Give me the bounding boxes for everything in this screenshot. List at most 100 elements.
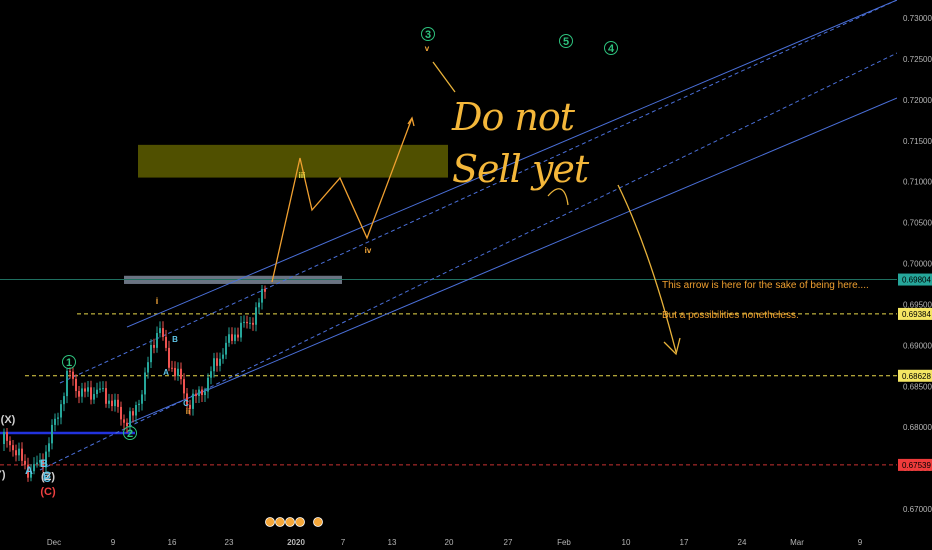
candle-body	[108, 400, 110, 404]
event-marker-icon	[313, 517, 323, 527]
candle-body	[90, 387, 92, 400]
candle-body	[48, 443, 50, 452]
y-tick-label: 0.68500	[903, 382, 932, 391]
wave-projection-path	[271, 117, 413, 283]
wave-label: A	[163, 368, 169, 377]
candle-body	[138, 403, 140, 406]
price-label-box	[898, 307, 932, 320]
annotation-line-2: But a possibilities nonetheless.	[662, 310, 799, 321]
candle-body	[168, 347, 170, 368]
event-marker-icon	[265, 517, 275, 527]
x-tick-label: Dec	[47, 538, 61, 547]
annotation-line-1: This arrow is here for the sake of being…	[662, 280, 869, 291]
x-tick-label: 17	[680, 538, 689, 547]
candle-body	[150, 344, 152, 363]
candle-body	[177, 368, 179, 376]
candle-body	[156, 333, 158, 348]
candle-body	[174, 367, 176, 376]
candle-body	[159, 328, 161, 334]
price-label-box	[898, 458, 932, 471]
candle-body	[102, 388, 104, 390]
candle-body	[222, 354, 224, 359]
x-tick-label: 2020	[287, 538, 305, 547]
candle-body	[135, 405, 137, 416]
candle-body	[114, 399, 116, 407]
y-tick-label: 0.70000	[903, 260, 932, 269]
wave-label-circle	[559, 34, 573, 48]
wave-label: 3	[425, 29, 431, 41]
candle-body	[153, 344, 155, 348]
candle-body	[36, 462, 38, 465]
x-tick-label: 13	[388, 538, 397, 547]
candle-body	[195, 393, 197, 397]
candle-body	[246, 321, 248, 324]
x-tick-label: 24	[738, 538, 747, 547]
candle-body	[261, 288, 263, 303]
x-tick-label: 23	[225, 538, 234, 547]
candle-body	[21, 448, 23, 461]
candle-body	[117, 399, 119, 407]
candle-body	[189, 404, 191, 409]
wave-label: (C)	[40, 486, 56, 498]
candle-body	[45, 451, 47, 468]
candle-body	[12, 445, 14, 451]
candle-body	[258, 302, 260, 308]
candle-body	[144, 372, 146, 395]
wave-label: 4	[608, 43, 615, 55]
y-tick-label: 0.68000	[903, 423, 932, 432]
price-label-box	[898, 273, 932, 286]
y-tick-label: 0.70500	[903, 219, 932, 228]
pen-stroke-yet	[547, 188, 569, 206]
candle-body	[66, 370, 68, 397]
x-tick-label: 20	[445, 538, 454, 547]
candle-body	[255, 307, 257, 325]
target-zone	[138, 144, 448, 178]
candle-body	[9, 440, 11, 446]
wave-label: A	[25, 465, 33, 477]
candle-body	[228, 334, 230, 343]
candle-body	[18, 448, 20, 456]
wave-label-circle	[604, 41, 618, 55]
wave-label-circle	[123, 426, 137, 440]
candle-body	[186, 393, 188, 405]
candle-body	[33, 464, 35, 472]
y-tick-label: 0.71000	[903, 178, 932, 187]
x-tick-label: 27	[504, 538, 513, 547]
y-tick-label: 0.73000	[903, 14, 932, 23]
candle-body	[93, 394, 95, 400]
price-label-box	[898, 369, 932, 382]
candle-body	[201, 389, 203, 396]
x-tick-label: Feb	[557, 538, 571, 547]
wave-label: iii	[299, 171, 306, 180]
wave-label: v	[425, 44, 430, 53]
candle-body	[129, 411, 131, 427]
price-label: 0.67539	[902, 461, 931, 470]
candle-body	[84, 388, 86, 392]
price-label: 0.68628	[902, 372, 931, 381]
x-tick-label: 9	[858, 538, 863, 547]
candle-body	[63, 396, 65, 405]
candle-body	[207, 377, 209, 392]
candle-body	[132, 411, 134, 416]
event-markers	[265, 517, 323, 527]
event-marker-icon	[275, 517, 285, 527]
candle-body	[6, 432, 8, 441]
wave-label: B	[172, 335, 178, 344]
wave-label: C	[43, 473, 51, 485]
candle-body	[183, 379, 185, 394]
candle-body	[147, 362, 149, 373]
candle-body	[96, 389, 98, 395]
x-tick-label: 7	[341, 538, 346, 547]
candle-body	[252, 322, 254, 325]
handwritten-do-not: Do not	[452, 95, 575, 139]
bearish-arrow	[617, 184, 677, 353]
wave-label: C	[43, 470, 51, 482]
candle-body	[210, 371, 212, 378]
candle-body	[240, 322, 242, 338]
wave-label: ii	[186, 407, 190, 416]
price-label: 0.69384	[902, 310, 931, 319]
y-tick-label: 0.69500	[903, 300, 932, 309]
candle-body	[72, 371, 74, 379]
x-tick-label: 9	[111, 538, 116, 547]
